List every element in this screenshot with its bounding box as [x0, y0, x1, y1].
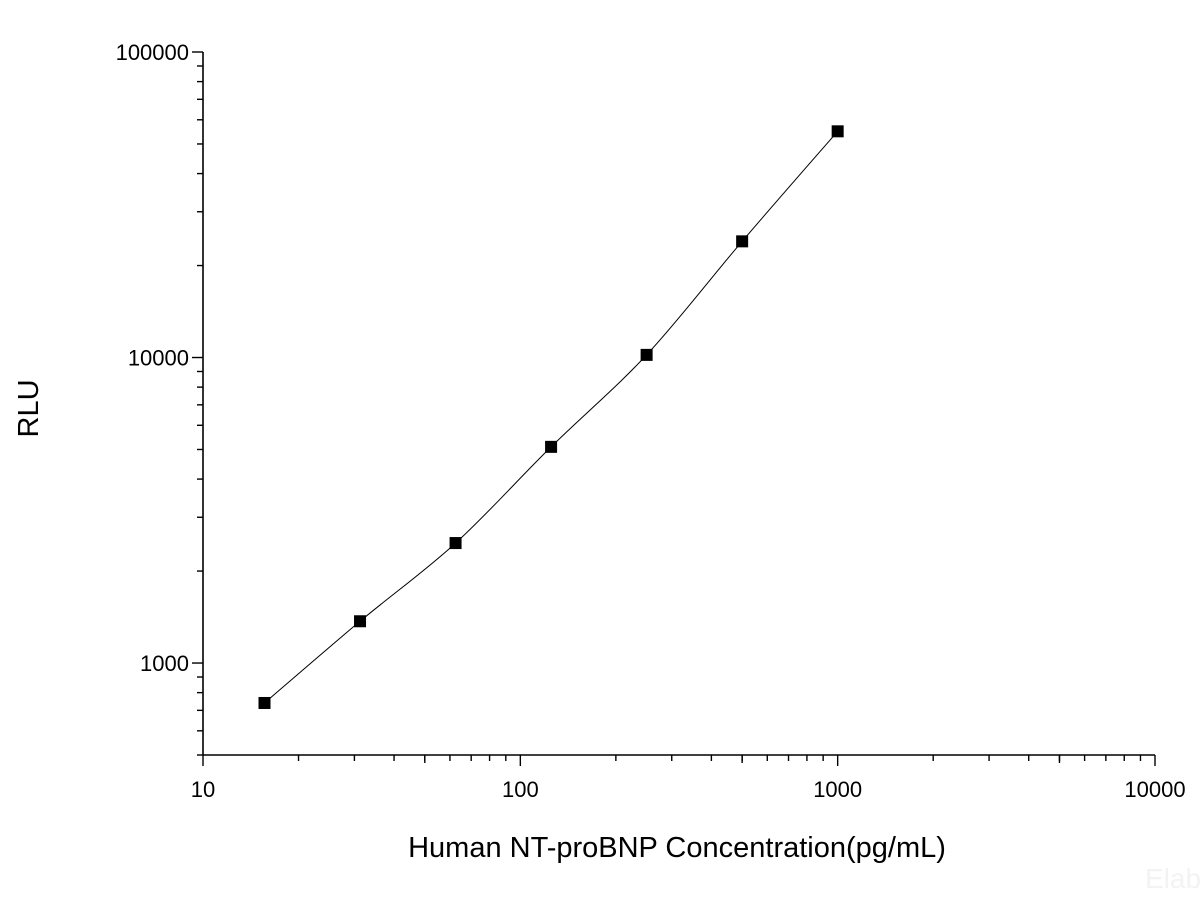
data-point-marker: [736, 235, 749, 248]
series-curve: [264, 130, 839, 704]
y-axis-title: RLU: [13, 379, 45, 437]
x-tick-label: 10000: [1124, 777, 1185, 802]
data-point-marker: [831, 125, 844, 138]
axes: 10 100 1000 10000 1000 10000 100000: [116, 40, 1186, 802]
x-tick-label: 1000: [813, 777, 862, 802]
watermark-text: Elab: [1145, 863, 1200, 894]
y-tick-label: 10000: [128, 346, 189, 371]
series-layer: [258, 125, 844, 709]
y-tick-label: 1000: [140, 651, 189, 676]
x-tick-label: 100: [502, 777, 539, 802]
data-point-marker: [545, 440, 558, 453]
data-point-marker: [449, 537, 462, 550]
data-point-marker: [354, 615, 367, 628]
x-axis-title: Human NT-proBNP Concentration(pg/mL): [408, 832, 946, 864]
data-point-marker: [640, 348, 653, 361]
x-tick-label: 10: [191, 777, 215, 802]
data-point-marker: [258, 696, 271, 709]
y-tick-label: 100000: [116, 40, 189, 65]
